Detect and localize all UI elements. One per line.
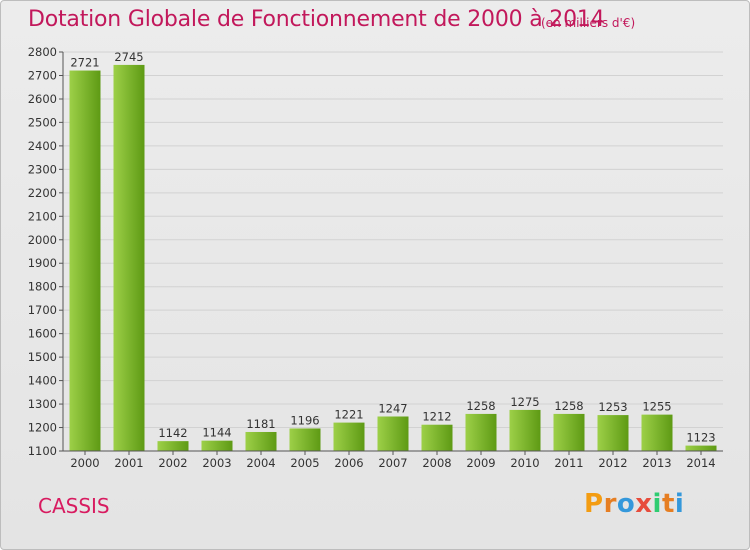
y-tick-label: 1500 [28,350,57,364]
bar-2010 [509,409,541,451]
y-tick-label: 1700 [28,303,57,317]
chart-unit: (en milliers d'€) [541,16,636,30]
x-tick-label-2002: 2002 [158,456,187,470]
logo-letter: t [661,489,675,519]
y-tick-label: 2400 [28,139,57,153]
y-tick-label: 1200 [28,421,57,435]
x-tick-label-2000: 2000 [70,456,99,470]
bar-2014 [685,445,717,451]
bar-2005 [289,428,321,451]
data-label-2003: 1144 [202,426,231,440]
chart-title: Dotation Globale de Fonctionnement de 20… [28,7,605,32]
x-axis: 2000 2001 2002 2003 2004 2005 2006 2007 2008 2009… [63,450,723,470]
y-tick-label: 1800 [28,280,57,294]
bar-2002 [157,441,189,451]
data-label-2004: 1181 [246,417,275,431]
bar-2011 [553,413,585,451]
y-tick-label: 2700 [28,68,57,82]
data-label-2014: 1123 [686,431,715,445]
grid-lines [63,51,723,452]
x-tick-label-2014: 2014 [686,456,715,470]
y-tick-label: 1300 [28,397,57,411]
y-tick-label: 1100 [28,444,57,458]
data-label-2000: 2721 [70,56,99,70]
logo-letter: P [584,489,604,519]
x-tick-label-2012: 2012 [598,456,627,470]
data-label-2010: 1275 [510,395,539,409]
x-tick-label-2001: 2001 [114,456,143,470]
data-label-2005: 1196 [290,413,319,427]
data-label-2011: 1258 [554,399,583,413]
data-label-2012: 1253 [598,400,627,414]
x-tick-label-2008: 2008 [422,456,451,470]
bar-2008 [421,424,453,451]
y-tick-label: 2200 [28,186,57,200]
x-tick-label-2006: 2006 [334,456,363,470]
x-tick-label-2010: 2010 [510,456,539,470]
x-tick-label-2003: 2003 [202,456,231,470]
data-label-2001: 2745 [114,50,143,64]
data-label-2013: 1255 [642,400,671,414]
bar-2007 [377,416,409,451]
x-tick-label-2009: 2009 [466,456,495,470]
y-tick-label: 1600 [28,327,57,341]
x-tick-label-2005: 2005 [290,456,319,470]
data-label-2008: 1212 [422,410,451,424]
bar-2006 [333,422,365,451]
bar-2004 [245,431,277,451]
logo-letter: r [603,489,617,519]
city-name: CASSIS [38,494,110,518]
data-label-2007: 1247 [378,401,407,415]
data-label-2006: 1221 [334,408,363,422]
y-tick-label: 1400 [28,374,57,388]
bar-2012 [597,415,629,451]
logo-letter: i [674,489,685,519]
y-tick-label: 2800 [28,45,57,59]
x-tick-label-2007: 2007 [378,456,407,470]
x-tick-label-2011: 2011 [554,456,583,470]
y-axis: 1100 1200 1300 1400 1500 1600 1700 1800 1900 2000… [28,45,64,458]
data-label-2002: 1142 [158,426,187,440]
logo-letter: i [652,489,662,519]
x-tick-label-2013: 2013 [642,456,671,470]
x-tick-label-2004: 2004 [246,456,275,470]
bar-2009 [465,413,497,451]
y-tick-label: 2500 [28,115,57,129]
y-tick-label: 2000 [28,233,57,247]
data-label-2009: 1258 [466,399,495,413]
bar-2000 [69,70,101,452]
bar-2001 [113,64,145,452]
bar-2013 [641,414,673,451]
bars [69,64,717,452]
y-tick-label: 2100 [28,209,57,223]
y-tick-label: 1900 [28,256,57,270]
y-tick-label: 2600 [28,92,57,106]
logo-letter: o [616,489,636,519]
bar-2003 [201,440,233,451]
data-labels: 2721 2745 1142 1144 1181 1196 1221 1247 1212 1258… [70,50,715,445]
logo-letter: x [635,489,653,519]
y-tick-label: 2300 [28,162,57,176]
proxiti-logo: Proxiti [584,489,684,519]
